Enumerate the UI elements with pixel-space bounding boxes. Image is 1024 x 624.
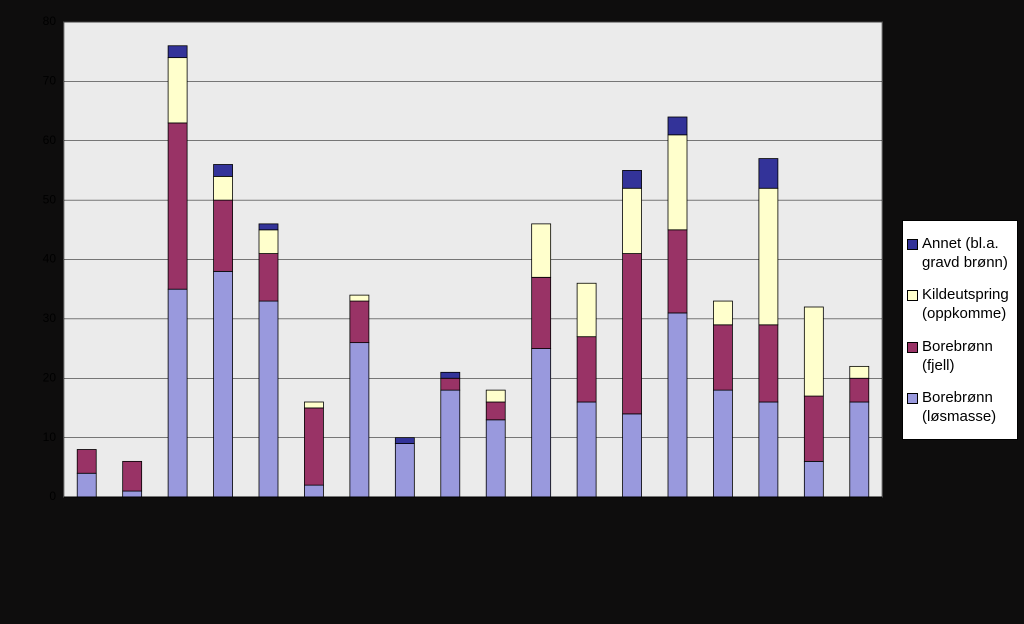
bar-segment <box>758 158 779 189</box>
y-tick-label: 0 <box>49 489 56 503</box>
y-tick-label: 10 <box>43 430 57 444</box>
bar-segment <box>622 413 642 498</box>
bar-segment <box>758 324 779 403</box>
bar-segment <box>394 443 415 498</box>
bar-segment <box>304 407 324 486</box>
bar-segment <box>531 348 552 498</box>
bar-segment <box>485 419 506 498</box>
bar-segment <box>713 300 733 326</box>
bar-segment <box>803 306 824 397</box>
bar-segment <box>849 377 870 403</box>
bar-segment <box>622 170 642 189</box>
legend-label: Kildeutspring (oppkomme) <box>922 286 1009 323</box>
y-tick-label: 80 <box>43 14 57 28</box>
bar-segment <box>213 164 233 177</box>
y-tick-label: 20 <box>43 370 57 384</box>
bar-segment <box>167 45 188 59</box>
bar-segment <box>849 365 870 379</box>
bar-segment <box>440 371 461 379</box>
y-tick-label: 40 <box>43 252 57 266</box>
bar-segment <box>213 270 233 498</box>
bar-segment <box>758 187 779 326</box>
bar-segment <box>440 377 461 391</box>
bar-segment <box>713 324 733 391</box>
bar-segment <box>167 288 188 498</box>
y-tick-label: 30 <box>43 311 57 325</box>
bar-segment <box>531 223 552 278</box>
legend-label: Annet (bl.a. gravd brønn) <box>922 234 1008 271</box>
bar-segment <box>213 175 233 201</box>
bar-segment <box>167 57 188 124</box>
bar-segment <box>304 401 324 409</box>
bar-segment <box>349 300 370 344</box>
bar-segment <box>258 253 279 302</box>
bar-segment <box>213 199 233 272</box>
y-tick-label: 50 <box>43 192 57 206</box>
bar-segment <box>394 437 415 444</box>
bar-segment <box>76 449 97 474</box>
bar-segment <box>349 342 370 498</box>
bar-segment <box>485 389 506 403</box>
legend-swatch <box>907 238 918 250</box>
legend-label: Borebrønn (fjell) <box>922 337 993 374</box>
bar-segment <box>485 401 506 421</box>
bar-segment <box>803 395 824 462</box>
bar-segment <box>258 223 279 231</box>
bar-segment <box>440 389 461 498</box>
bar-segment <box>849 401 870 498</box>
bar-segment <box>304 484 324 498</box>
bar-segment <box>758 401 779 498</box>
bar-segment <box>349 294 370 302</box>
legend-item: Borebrønn (fjell) <box>907 337 1013 375</box>
legend: Annet (bl.a. gravd brønn) Kildeutspring (… <box>902 220 1018 440</box>
legend-swatch <box>907 341 918 353</box>
bar-segment <box>122 490 143 498</box>
bar-segment <box>667 116 688 136</box>
bar-segment <box>713 389 733 498</box>
bar-segment <box>667 229 688 314</box>
y-tick-label: 60 <box>43 133 57 147</box>
bar-segment <box>803 460 824 498</box>
bar-segment <box>576 282 597 338</box>
legend-item: Kildeutspring (oppkomme) <box>907 285 1013 323</box>
bar-segment <box>667 134 688 231</box>
legend-label: Borebrønn (løsmasse) <box>922 389 997 426</box>
bar-segment <box>258 229 279 254</box>
y-tick-label: 70 <box>43 74 57 88</box>
bar-segment <box>667 312 688 498</box>
bar-segment <box>76 472 97 498</box>
bar-segment <box>622 253 642 415</box>
legend-swatch <box>907 393 918 405</box>
legend-item: Borebrønn (løsmasse) <box>907 388 1013 426</box>
bar-segment <box>531 276 552 349</box>
bar-segment <box>576 401 597 498</box>
legend-swatch <box>907 290 918 302</box>
legend-item: Annet (bl.a. gravd brønn) <box>907 234 1013 272</box>
bar-segment <box>622 187 642 254</box>
bar-segment <box>258 300 279 498</box>
bar-segment <box>576 336 597 403</box>
bar-segment <box>167 122 188 290</box>
bar-segment <box>122 460 143 492</box>
